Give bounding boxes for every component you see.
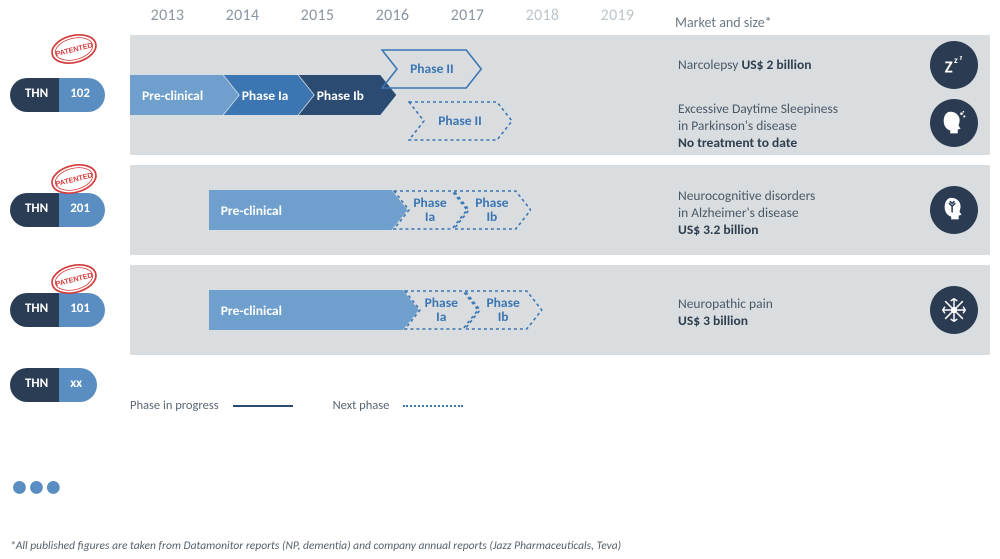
more-indicator: ••• — [12, 468, 63, 505]
phase-solid: Pre-clinical — [209, 190, 408, 230]
pill-right: 102 — [59, 78, 105, 112]
phase-outline: Phase II — [381, 49, 482, 89]
year-label: 2016 — [355, 6, 430, 25]
head-dots-icon — [930, 99, 978, 147]
phase-outline: PhaseIb — [453, 190, 532, 230]
year-label: 2018 — [505, 6, 580, 25]
year-label: 2015 — [280, 6, 355, 25]
svg-text:Z: Z — [945, 57, 953, 78]
row-track: Pre-clinical PhaseIa PhaseIbNeurocogniti… — [130, 165, 990, 255]
pill-left: THN — [10, 78, 59, 112]
pill-right: 201 — [59, 193, 105, 227]
pill-right: xx — [59, 368, 97, 402]
year-label: 2013 — [130, 6, 205, 25]
svg-text:z: z — [960, 53, 963, 61]
year-label: 2019 — [580, 6, 655, 25]
pipeline-row-thn101: Pre-clinical PhaseIa PhaseIbNeuropathic … — [10, 265, 990, 355]
phase-solid: Pre-clinical — [130, 75, 239, 115]
row-track: Pre-clinical PhaseIa PhaseIbNeuropathic … — [130, 265, 990, 355]
compound-pill-thn102: THN102 — [10, 78, 105, 112]
market-text: Narcolepsy US$ 2 billion — [678, 57, 811, 74]
year-label: 2017 — [430, 6, 505, 25]
svg-text:PATENTED: PATENTED — [55, 40, 94, 58]
svg-text:PATENTED: PATENTED — [55, 170, 94, 188]
compound-pill-thnxx: THNxx — [10, 368, 97, 402]
phase-outline: Phase II — [408, 101, 513, 141]
pipeline-row-thn201: Pre-clinical PhaseIa PhaseIbNeurocogniti… — [10, 165, 990, 255]
legend: Phase in progress Next phase — [130, 398, 463, 413]
patented-stamp: PATENTED — [42, 25, 105, 73]
svg-text:PATENTED: PATENTED — [55, 270, 94, 288]
compound-pill-thn101: THN101 — [10, 293, 105, 327]
phase-outline: PhaseIb — [464, 290, 543, 330]
market-text: Neurocognitive disordersin Alzheimer's d… — [678, 188, 815, 239]
pill-left: THN — [10, 368, 59, 402]
legend-progress: Phase in progress — [130, 398, 293, 413]
market-text: Neuropathic painUS$ 3 billion — [678, 296, 773, 330]
legend-next: Next phase — [333, 398, 464, 413]
pipeline-row-thn102: Pre-clinicalPhase IaPhase Ib Phase II Ph… — [10, 35, 990, 155]
sleep-icon: Zzz — [930, 41, 978, 89]
market-header: Market and size* — [675, 14, 772, 31]
pipeline-chart: 2013201420152016201720182019Market and s… — [10, 6, 990, 405]
market-text: Excessive Daytime Sleepinessin Parkinson… — [678, 101, 838, 152]
svg-text:z: z — [954, 54, 958, 66]
neuron-icon — [930, 286, 978, 334]
footnote: *All published figures are taken from Da… — [10, 539, 621, 553]
compound-pill-thn201: THN201 — [10, 193, 105, 227]
row-track: Pre-clinicalPhase IaPhase Ib Phase II Ph… — [130, 35, 990, 155]
pill-left: THN — [10, 193, 59, 227]
phase-solid: Pre-clinical — [209, 290, 419, 330]
head-tree-icon — [930, 186, 978, 234]
pill-right: 101 — [59, 293, 105, 327]
timeline-years: 2013201420152016201720182019 — [130, 6, 990, 25]
pill-left: THN — [10, 293, 59, 327]
year-label: 2014 — [205, 6, 280, 25]
